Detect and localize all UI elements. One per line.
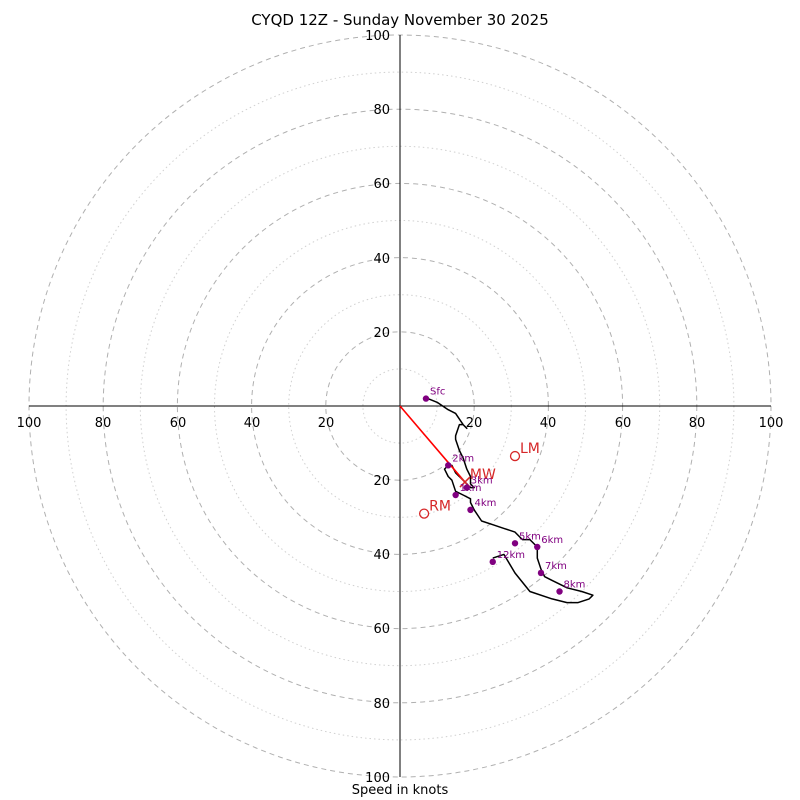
tick-label-y-bottom: 100 xyxy=(365,771,390,786)
tick-label-x-right: 60 xyxy=(615,416,632,431)
tick-label-y-bottom: 20 xyxy=(373,474,390,489)
height-marker-label: 7km xyxy=(545,561,567,572)
tick-label-x-left: 40 xyxy=(244,416,261,431)
tick-label-x-right: 100 xyxy=(759,416,784,431)
height-marker-label: 5km xyxy=(519,531,541,542)
height-marker xyxy=(489,558,496,566)
tick-label-x-right: 80 xyxy=(689,416,706,431)
height-marker-label: 6km xyxy=(541,535,563,546)
height-marker xyxy=(467,506,474,514)
height-marker-label: 2km xyxy=(452,453,474,464)
tick-label-x-left: 20 xyxy=(318,416,335,431)
height-marker-label: 3km xyxy=(471,476,493,487)
tick-label-y-top: 20 xyxy=(373,326,390,341)
height-marker xyxy=(556,588,563,595)
tick-label-y-bottom: 80 xyxy=(373,697,390,712)
storm-motion-label: MW xyxy=(470,467,496,483)
storm-motion-label: RM xyxy=(429,499,451,515)
mean-wind-vector xyxy=(399,405,466,483)
height-marker-label: 1km xyxy=(460,483,482,494)
chart-title: CYQD 12Z - Sunday November 30 2025 xyxy=(251,11,549,29)
tick-labels: 100 80 60 40 20 20 40 60 80 100 100 80 6… xyxy=(17,29,784,786)
height-marker xyxy=(452,491,459,499)
tick-label-x-left: 60 xyxy=(170,416,187,431)
tick-label-x-left: 80 xyxy=(95,416,112,431)
height-marker-label: 8km xyxy=(564,580,586,591)
storm-motion: LM MW RM xyxy=(399,405,540,519)
tick-label-y-top: 100 xyxy=(365,29,390,44)
tick-label-y-bottom: 60 xyxy=(373,622,390,637)
height-marker-label: 12km xyxy=(497,550,525,561)
height-marker xyxy=(537,569,545,577)
tick-label-y-top: 40 xyxy=(373,252,390,267)
tick-label-y-bottom: 40 xyxy=(373,548,390,563)
height-marker-label: Sfc xyxy=(430,387,445,398)
height-marker xyxy=(463,484,470,491)
height-marker-label: 4km xyxy=(474,498,496,509)
tick-label-x-right: 20 xyxy=(466,416,483,431)
storm-motion-label: LM xyxy=(520,441,540,457)
x-axis-label: Speed in knots xyxy=(351,783,449,798)
storm-motion-marker xyxy=(509,450,521,462)
height-markers: Sfc 1km 2km 3km 4km 5km 6km 7km 8km 12km xyxy=(422,387,586,595)
tick-label-y-top: 60 xyxy=(373,177,390,192)
height-marker xyxy=(422,395,430,402)
hodograph-trace xyxy=(427,397,594,604)
height-marker xyxy=(534,543,541,551)
tick-label-x-left: 100 xyxy=(17,416,42,431)
tick-label-x-right: 40 xyxy=(540,416,557,431)
height-marker xyxy=(445,462,452,469)
storm-motion-marker xyxy=(418,508,430,519)
hodograph-line xyxy=(427,397,594,604)
tick-label-y-top: 80 xyxy=(373,103,390,118)
height-marker xyxy=(511,540,519,547)
